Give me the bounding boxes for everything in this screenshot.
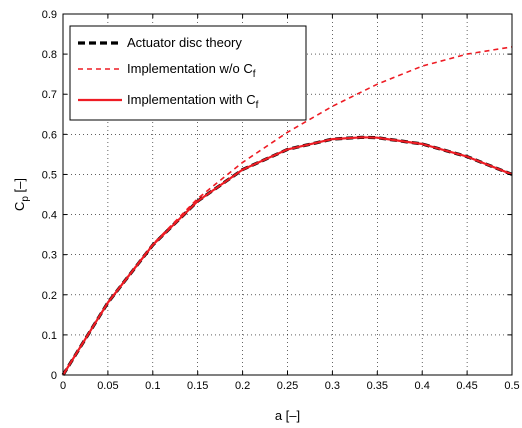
legend-entry: Actuator disc theory: [127, 35, 242, 50]
y-axis-label-subscript: p: [20, 196, 31, 202]
legend-entry-main: Implementation w/o C: [127, 61, 253, 76]
y-tick-label: 0.4: [42, 210, 57, 222]
y-axis-label: Cp [–]: [12, 178, 31, 211]
y-tick-label: 0.2: [42, 290, 57, 302]
x-axis-label: a [–]: [275, 408, 300, 423]
x-tick-label: 0.35: [367, 380, 388, 392]
legend-entry-main: Actuator disc theory: [127, 35, 242, 50]
legend-entry: Implementation w/o Cf: [127, 61, 256, 80]
x-tick-label: 0.4: [415, 380, 430, 392]
y-axis-label-unit: [–]: [12, 178, 27, 196]
y-tick-label: 0.8: [42, 49, 57, 61]
axis-ticks: 0 0.05 0.1 0.15 0.2 0.25 0.3 0.35 0.4 0.45 0.5 0 0.1…: [42, 9, 520, 392]
y-axis-label-main: C: [12, 202, 27, 211]
x-tick-label: 0.15: [187, 380, 208, 392]
legend-entry-subscript: f: [253, 69, 256, 80]
y-tick-label: 0.1: [42, 330, 57, 342]
legend-entry-subscript: f: [256, 100, 259, 111]
y-tick-label: 0.5: [42, 169, 57, 181]
series-lines: [61, 46, 513, 376]
series-line-2: [62, 46, 513, 376]
legend-entry-main: Implementation with C: [127, 92, 256, 107]
x-tick-label: 0.1: [145, 380, 160, 392]
y-tick-label: 0.9: [42, 9, 57, 21]
x-tick-label: 0.3: [325, 380, 340, 392]
x-tick-label: 0.5: [504, 380, 519, 392]
y-tick-label: 0: [51, 370, 57, 382]
y-tick-label: 0.6: [42, 129, 57, 141]
x-tick-label: 0: [60, 380, 66, 392]
legend-box: [69, 25, 307, 121]
x-tick-label: 0.45: [456, 380, 477, 392]
legend-entry: Implementation with Cf: [127, 92, 259, 111]
y-tick-label: 0.7: [42, 89, 57, 101]
x-tick-label: 0.05: [97, 380, 118, 392]
x-tick-label: 0.2: [235, 380, 250, 392]
y-tick-label: 0.3: [42, 250, 57, 262]
x-tick-label: 0.25: [277, 380, 298, 392]
legend: Actuator disc theory Implementation w/o C…: [69, 25, 307, 121]
